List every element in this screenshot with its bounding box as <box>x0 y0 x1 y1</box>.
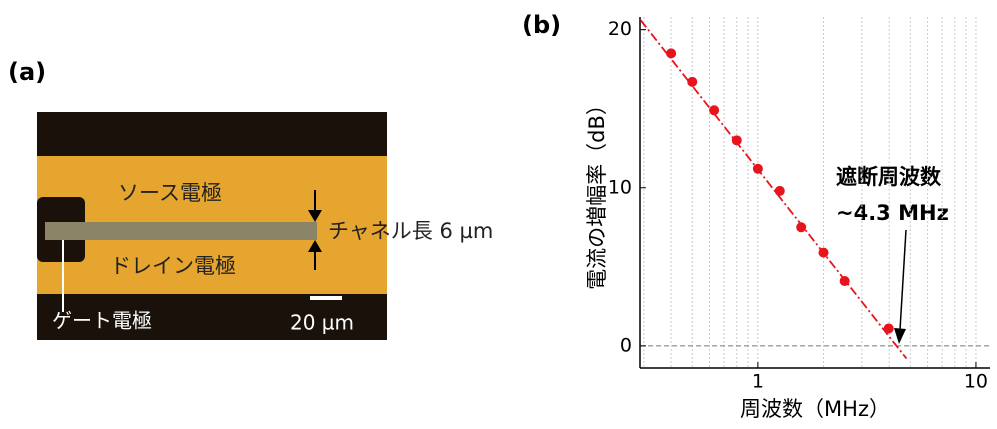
data-point <box>687 77 697 87</box>
data-point <box>775 186 785 196</box>
y-tick-label: 10 <box>608 176 632 198</box>
data-point <box>884 323 894 333</box>
panel-label: (b) <box>522 11 561 39</box>
data-point <box>709 105 719 115</box>
fit-line <box>641 20 907 358</box>
x-axis-title: 周波数（MHz） <box>740 397 890 421</box>
data-point <box>796 222 806 232</box>
data-point <box>840 276 850 286</box>
scale-label: 20 µm <box>290 311 354 335</box>
source-label: ソース電極 <box>118 181 222 205</box>
figure: (a) ソース電極 ドレイン電極 ゲート電極 チャネル長 6 µm 20 µm … <box>0 0 997 425</box>
data-point <box>666 48 676 58</box>
y-axis-title: 電流の増幅率（dB） <box>585 94 609 290</box>
y-tick-label: 20 <box>608 18 632 40</box>
panel-label: (a) <box>8 58 46 86</box>
channel-label: チャネル長 6 µm <box>328 219 493 243</box>
page: (a) ソース電極 ドレイン電極 ゲート電極 チャネル長 6 µm 20 µm … <box>0 0 997 425</box>
data-point <box>819 248 829 258</box>
gate-strip <box>45 222 317 240</box>
drain-label: ドレイン電極 <box>110 254 236 278</box>
annotation-text: ~4.3 MHz <box>836 201 949 225</box>
x-tick-label: 1 <box>752 371 764 393</box>
annotation-arrow <box>900 230 906 330</box>
y-tick-label: 0 <box>620 334 632 356</box>
annotation-arrow-head <box>894 328 906 344</box>
data-point <box>732 135 742 145</box>
data-point <box>753 164 763 174</box>
gate-label: ゲート電極 <box>52 309 152 333</box>
x-tick-label: 10 <box>964 371 988 393</box>
